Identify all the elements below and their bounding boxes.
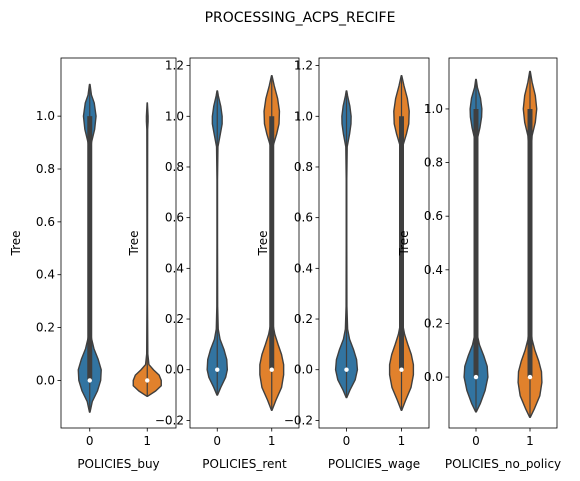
- y-tick-label: 0.0: [424, 370, 443, 384]
- y-tick-label: 1.0: [294, 109, 313, 123]
- y-tick-label: 0.2: [165, 312, 184, 326]
- y-tick-label: 0.6: [165, 211, 184, 225]
- x-axis-label: POLICIES_wage: [328, 457, 420, 471]
- y-axis-label: Tree: [9, 230, 23, 256]
- y-tick-label: 0.8: [165, 160, 184, 174]
- axes-frame: [189, 57, 300, 429]
- figure-title: PROCESSING_ACPS_RECIFE: [205, 10, 396, 26]
- x-tick-label: 1: [398, 434, 406, 448]
- violin-median: [87, 378, 92, 383]
- axes-frame: [448, 57, 558, 429]
- y-tick-label: 0.2: [294, 312, 313, 326]
- violin-panel: 0.0 0.2 0.4 0.6 0.8 1.0 0 1 POLICIES_buy Tree: [9, 57, 177, 471]
- x-tick-label: 0: [343, 434, 351, 448]
- y-tick-label: 0.4: [165, 261, 184, 275]
- violin-median: [269, 367, 274, 372]
- x-axis-label: POLICIES_rent: [202, 457, 287, 471]
- y-tick-label: 1.2: [294, 59, 313, 73]
- violin-median: [215, 367, 220, 372]
- y-tick-label: 0.8: [424, 156, 443, 170]
- y-tick-label: 0.2: [424, 316, 443, 330]
- violin-median: [527, 374, 533, 380]
- x-axis-label: POLICIES_buy: [77, 457, 159, 471]
- y-tick-label: 0.2: [36, 321, 55, 335]
- panels-container: 0.00.20.40.60.81.00 1POLICIES_buyTree−0.2…: [9, 57, 561, 471]
- x-tick-label: 1: [143, 434, 151, 448]
- violin-panel: −0.2 0.0 0.2 0.4 0.6 0.8 1.0 1.2 0 1 POLICIES_rent…: [127, 57, 300, 471]
- y-tick-label: 0.0: [36, 373, 55, 387]
- y-tick-label: 0.6: [294, 211, 313, 225]
- x-tick-label: 1: [268, 434, 276, 448]
- y-tick-label: 0.0: [294, 363, 313, 377]
- axes-frame: [60, 57, 177, 429]
- y-tick-label: 0.0: [165, 363, 184, 377]
- y-tick-label: 0.4: [424, 263, 443, 277]
- y-axis-label: Tree: [127, 230, 141, 256]
- y-tick-label: 0.4: [36, 268, 55, 282]
- violin-median: [145, 378, 150, 383]
- y-tick-label: −0.2: [155, 413, 184, 427]
- y-tick-label: 1.0: [424, 102, 443, 116]
- x-tick-label: 0: [213, 434, 221, 448]
- x-tick-label: 0: [86, 434, 94, 448]
- x-tick-label: 0: [472, 434, 480, 448]
- y-tick-label: 1.0: [36, 109, 55, 123]
- y-tick-label: 1.0: [165, 109, 184, 123]
- violin-panel: −0.2 0.0 0.2 0.4 0.6 0.8 1.0 1.2 0 1 POLICIES_wage…: [256, 57, 430, 471]
- y-tick-label: 0.8: [36, 162, 55, 176]
- axes-frame: [318, 57, 430, 429]
- y-tick-label: 0.4: [294, 261, 313, 275]
- violin-median: [344, 367, 349, 372]
- y-tick-label: 0.6: [424, 209, 443, 223]
- y-tick-label: −0.2: [284, 413, 313, 427]
- y-axis-label: Tree: [397, 230, 411, 256]
- y-tick-label: 0.6: [36, 215, 55, 229]
- violin-median: [473, 374, 479, 380]
- x-axis-label: POLICIES_no_policy: [445, 457, 561, 471]
- violin-panel: 0.0 0.2 0.4 0.6 0.8 1.0 0 1 POLICIES_no_policy Tr…: [397, 57, 561, 471]
- violin-median: [399, 367, 404, 372]
- y-tick-label: 0.8: [294, 160, 313, 174]
- x-tick-label: 1: [526, 434, 534, 448]
- y-tick-label: 1.2: [165, 59, 184, 73]
- y-axis-label: Tree: [256, 230, 270, 256]
